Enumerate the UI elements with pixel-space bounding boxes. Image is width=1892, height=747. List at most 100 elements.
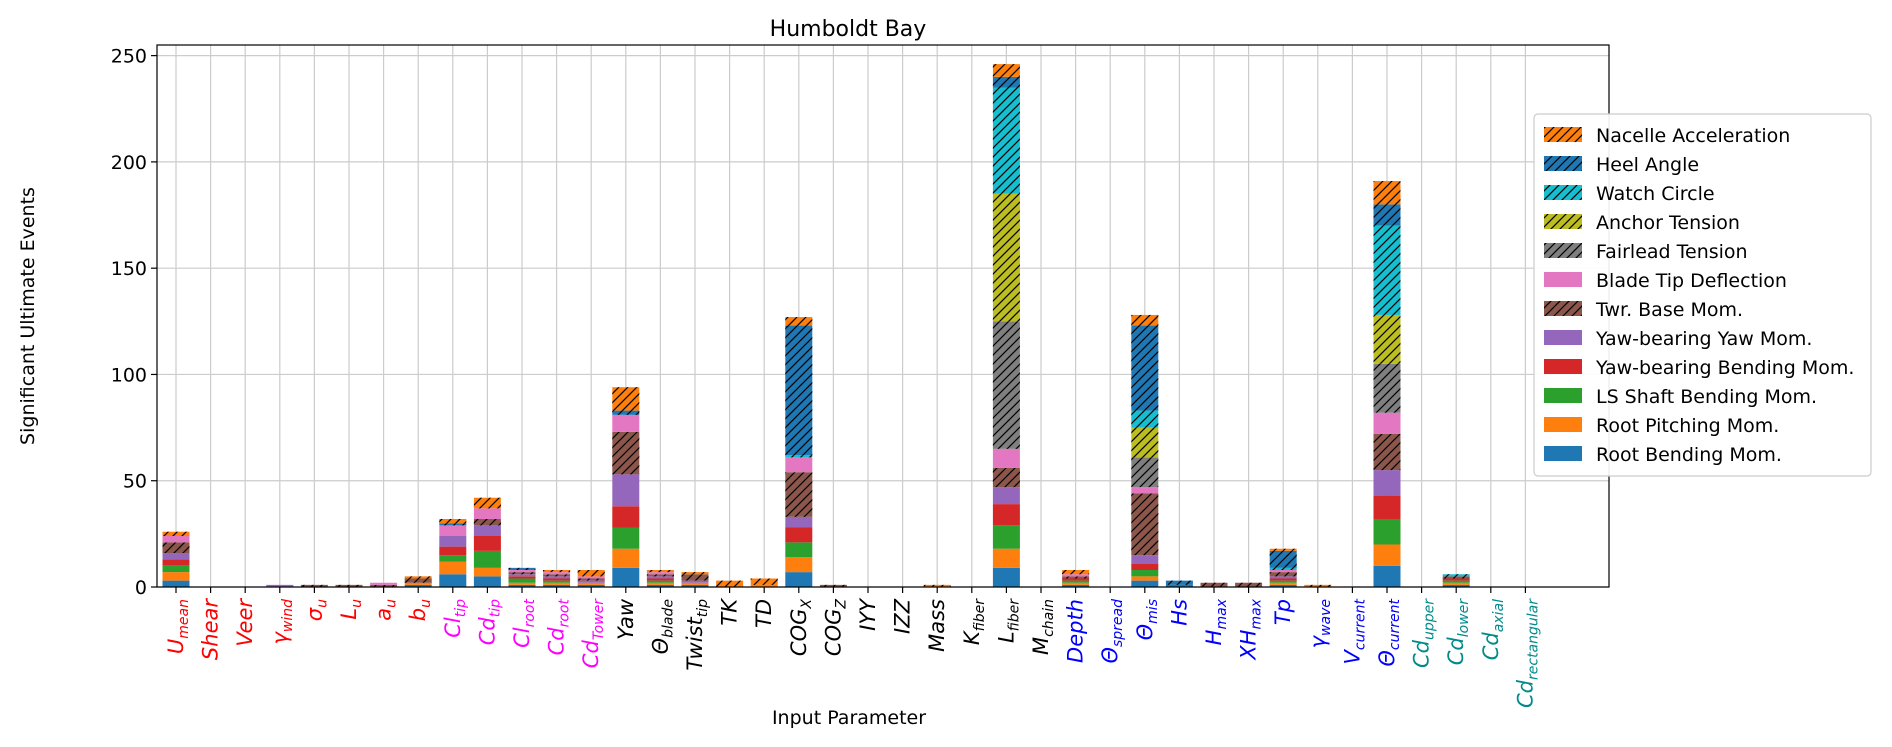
x-tick-label: Vcurrent <box>1340 598 1368 664</box>
x-tick-label: Hmax <box>1202 598 1230 645</box>
x-tick-label: Cdrectangular <box>1513 598 1541 708</box>
bar-segment <box>646 578 674 581</box>
bar-hatch <box>1131 427 1159 458</box>
x-tick-label: au <box>372 599 400 621</box>
bar-segment <box>681 580 709 583</box>
bar-segment <box>473 567 501 577</box>
x-tick-label: Mchain <box>1029 599 1057 655</box>
x-tick-label: Kfiber <box>960 598 988 645</box>
bar-hatch <box>1131 457 1159 488</box>
bar-hatch <box>543 574 571 577</box>
bar-hatch <box>1131 314 1159 326</box>
bar-segment <box>785 557 813 573</box>
y-tick-label: 250 <box>111 46 147 68</box>
bar-segment <box>612 414 640 432</box>
x-tick-label: COGZ <box>821 599 849 656</box>
bar-hatch <box>750 578 778 585</box>
bar-segment <box>1442 582 1470 585</box>
bar-hatch <box>335 584 363 587</box>
bar-hatch <box>439 523 467 526</box>
legend-label: Root Bending Mom. <box>1596 444 1782 466</box>
bar-segment <box>992 504 1020 526</box>
legend-swatch-hatch <box>1544 127 1582 142</box>
bar-segment <box>1131 555 1159 564</box>
bar-segment <box>646 584 674 587</box>
bar-segment <box>1165 584 1193 587</box>
bar-segment <box>577 580 605 583</box>
grid-lines <box>157 45 1609 588</box>
bar-segment <box>1131 576 1159 581</box>
bar-hatch <box>1373 363 1401 413</box>
bar-hatch <box>785 325 813 456</box>
legend-label: Twr. Base Mom. <box>1595 299 1743 321</box>
legend-swatch <box>1544 388 1582 403</box>
x-tick-label: Θcurrent <box>1375 598 1403 666</box>
x-tick-label: Umean <box>164 599 192 654</box>
legend-box <box>1533 113 1872 477</box>
bar-hatch <box>819 584 847 587</box>
bar-segment <box>681 584 709 587</box>
legend-label: Yaw-bearing Bending Mom. <box>1595 357 1854 379</box>
bar-segment <box>1269 580 1297 583</box>
bar-hatch <box>1131 325 1159 411</box>
bar-hatch <box>404 578 432 583</box>
bar-segment <box>1373 495 1401 519</box>
bar-hatch <box>716 580 744 587</box>
legend-label: Watch Circle <box>1596 183 1715 205</box>
bar-segment <box>1131 580 1159 587</box>
x-tick-label: γwave <box>1306 599 1334 648</box>
bar-segment <box>577 582 605 585</box>
bar-segment <box>750 584 778 587</box>
x-tick-label: Yaw <box>614 598 638 640</box>
bar-segment <box>439 535 467 547</box>
bar-segment <box>473 550 501 568</box>
bar-segment <box>1373 470 1401 496</box>
legend-swatch-hatch <box>1544 156 1582 171</box>
bar-segment <box>543 582 571 585</box>
x-tick-label: Mass <box>925 599 949 652</box>
bar-hatch <box>612 387 640 411</box>
x-tick-label: Cltip <box>441 599 469 638</box>
bar-segment <box>162 552 190 560</box>
bar-segment <box>1062 574 1090 577</box>
bar-hatch <box>1269 567 1297 570</box>
bar-hatch <box>646 569 674 573</box>
x-tick-label: bu <box>406 599 434 621</box>
bar-stack-group <box>162 64 1470 587</box>
x-tick-label: Cdlower <box>1444 598 1472 666</box>
bar-segment <box>1062 582 1090 585</box>
bar-hatch <box>785 472 813 517</box>
bar-segment <box>473 576 501 587</box>
bar-segment <box>1442 584 1470 587</box>
bar-segment <box>543 576 571 579</box>
bar-segment <box>508 584 536 587</box>
bar-hatch <box>992 321 1020 449</box>
bar-hatch <box>162 531 190 536</box>
bar-segment <box>543 572 571 575</box>
legend-label: Heel Angle <box>1596 154 1699 176</box>
bar-segment <box>439 561 467 575</box>
bar-segment <box>543 584 571 587</box>
x-tick-label: Cdroot <box>545 599 573 656</box>
bar-segment <box>646 582 674 585</box>
bar-hatch <box>1131 493 1159 556</box>
bar-segment <box>473 508 501 519</box>
legend-swatch <box>1544 359 1582 374</box>
bar-hatch <box>1131 410 1159 428</box>
bar-hatch <box>646 574 674 577</box>
bar-segment <box>1131 487 1159 494</box>
bar-hatch <box>1062 569 1090 575</box>
bar-segment <box>1442 580 1470 583</box>
bar-hatch <box>404 576 432 579</box>
bar-segment <box>577 584 605 587</box>
legend-swatch <box>1544 330 1582 345</box>
bar-segment <box>646 580 674 583</box>
bar-segment <box>1062 580 1090 583</box>
bar-hatch <box>162 542 190 553</box>
bar-segment <box>473 525 501 536</box>
bar-hatch <box>1373 314 1401 364</box>
y-tick-label: 100 <box>111 364 147 386</box>
bar-segment <box>1269 576 1297 579</box>
bar-hatch <box>508 572 536 575</box>
x-tick-label: TD <box>752 599 776 628</box>
